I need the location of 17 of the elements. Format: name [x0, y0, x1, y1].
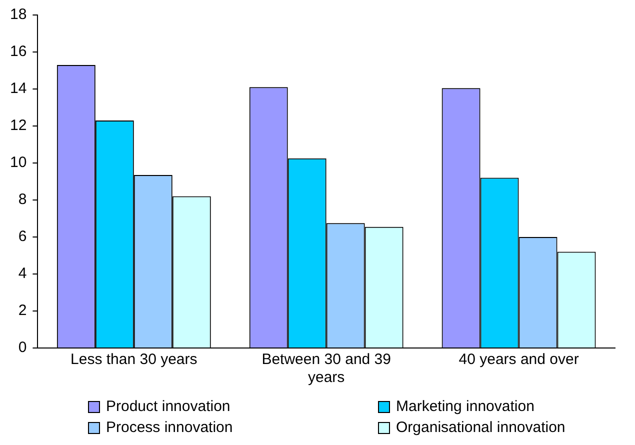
x-tick-label: Less than 30 years: [70, 351, 198, 368]
y-tick-label: 18: [10, 6, 27, 24]
y-tick-label: 6: [18, 228, 27, 246]
y-tick-label: 2: [18, 302, 27, 320]
y-tick-label: 12: [10, 117, 27, 134]
x-tick-label: Between 30 and 39 years: [262, 351, 391, 386]
x-tick-label: 40 years and over: [458, 351, 579, 368]
legend-label: Process innovation: [106, 419, 233, 436]
y-tick-label: 0: [18, 339, 27, 356]
legend-label: Marketing innovation: [396, 398, 534, 415]
legend-label: Organisational innovation: [396, 419, 566, 436]
y-tick-label: 14: [10, 80, 27, 98]
y-tick-label: 16: [10, 43, 27, 60]
y-tick-label: 4: [18, 265, 27, 282]
y-tick-label: 10: [10, 154, 27, 172]
legend-label: Product innovation: [106, 398, 230, 415]
y-tick-label: 8: [18, 191, 27, 208]
